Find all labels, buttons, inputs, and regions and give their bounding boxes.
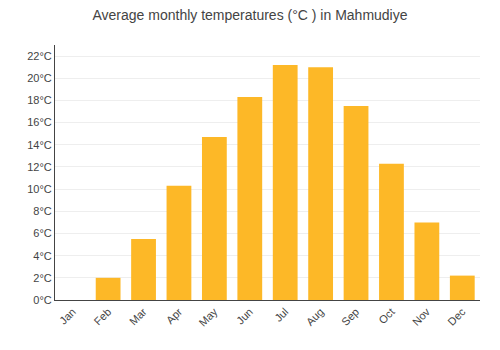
svg-text:Jun: Jun [234, 306, 255, 327]
svg-text:Apr: Apr [164, 305, 185, 326]
svg-text:8°C: 8°C [33, 205, 52, 217]
svg-text:6°C: 6°C [33, 227, 52, 239]
svg-text:2°C: 2°C [33, 272, 52, 284]
svg-text:Dec: Dec [445, 305, 468, 328]
svg-text:12°C: 12°C [27, 161, 52, 173]
svg-text:Average monthly temperatures (: Average monthly temperatures (°C ) in Ma… [92, 7, 407, 23]
svg-text:4°C: 4°C [33, 250, 52, 262]
svg-text:Aug: Aug [304, 306, 326, 328]
svg-text:Oct: Oct [376, 306, 397, 327]
svg-text:Mar: Mar [127, 305, 149, 327]
svg-text:Feb: Feb [92, 306, 114, 328]
svg-text:0°C: 0°C [33, 294, 52, 306]
svg-text:Sep: Sep [339, 306, 361, 328]
svg-text:Jan: Jan [57, 306, 78, 327]
svg-text:18°C: 18°C [27, 94, 52, 106]
svg-text:May: May [197, 305, 221, 329]
svg-text:20°C: 20°C [27, 72, 52, 84]
svg-text:16°C: 16°C [27, 116, 52, 128]
svg-text:10°C: 10°C [27, 183, 52, 195]
svg-text:14°C: 14°C [27, 139, 52, 151]
svg-text:Jul: Jul [272, 306, 290, 324]
svg-text:Nov: Nov [410, 305, 433, 328]
svg-text:22°C: 22°C [27, 50, 52, 62]
